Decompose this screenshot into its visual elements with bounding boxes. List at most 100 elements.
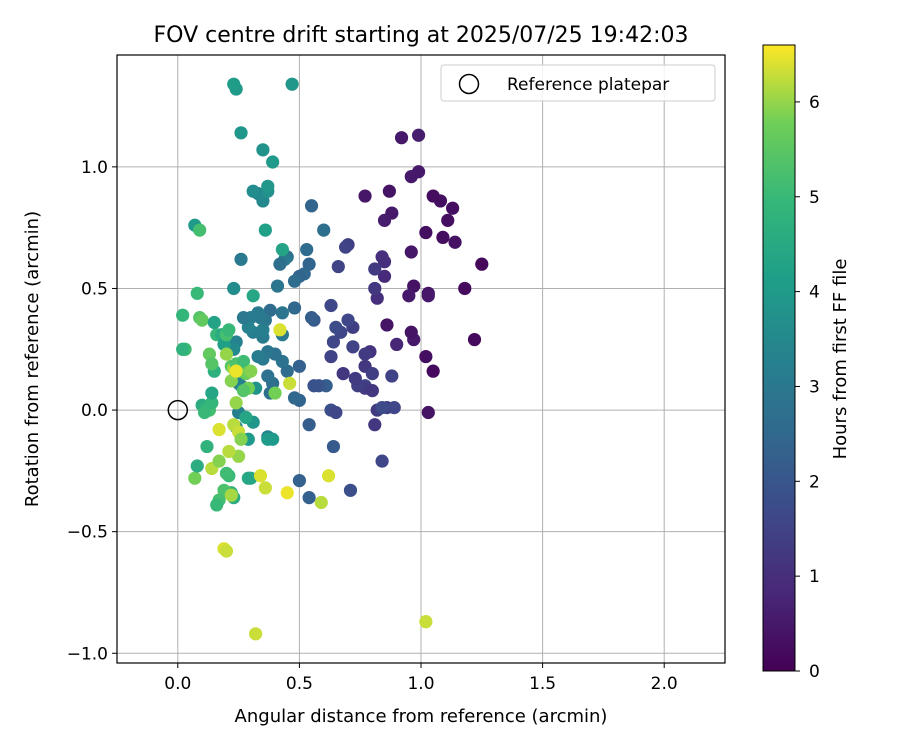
x-tick-label: 0.5 <box>286 674 313 694</box>
data-point <box>229 396 243 410</box>
data-point <box>207 315 221 330</box>
x-axis-ticks: 0.0 0.5 1.0 1.5 2.0 <box>164 663 678 694</box>
data-point <box>336 366 350 381</box>
data-point <box>195 313 209 327</box>
data-point <box>394 131 409 145</box>
data-point <box>261 369 275 383</box>
data-point <box>419 615 433 629</box>
data-point <box>246 184 260 198</box>
data-point <box>326 335 341 349</box>
data-point <box>404 170 418 184</box>
data-point <box>205 357 219 371</box>
data-point <box>375 401 389 415</box>
data-point <box>234 432 248 446</box>
data-point <box>205 396 219 410</box>
data-point <box>387 401 401 415</box>
data-point <box>227 77 241 91</box>
data-point <box>222 444 236 459</box>
x-tick-label: 2.0 <box>651 674 678 694</box>
data-point <box>234 252 248 266</box>
y-axis-label: Rotation from reference (arcmin) <box>22 211 43 507</box>
data-point <box>224 374 238 388</box>
y-tick-label: −0.5 <box>67 523 108 543</box>
data-point <box>324 298 338 313</box>
data-point <box>300 242 314 257</box>
data-point <box>263 303 277 317</box>
data-point <box>197 405 212 420</box>
data-point <box>375 454 389 468</box>
data-point <box>341 313 355 327</box>
data-point <box>227 281 241 296</box>
y-tick-label: 0.0 <box>81 401 108 421</box>
data-point <box>426 364 440 378</box>
x-tick-label: 1.5 <box>529 674 556 694</box>
data-point <box>377 213 392 227</box>
colorbar-label: Hours from first FF file <box>830 259 851 460</box>
data-point <box>193 223 207 237</box>
data-point <box>385 369 399 383</box>
data-point <box>224 488 238 502</box>
data-point <box>314 495 328 510</box>
data-point <box>236 311 251 325</box>
data-point <box>307 379 321 393</box>
data-point <box>266 155 280 169</box>
data-point <box>244 364 258 378</box>
legend-reference-marker <box>458 73 480 95</box>
data-points <box>176 77 489 641</box>
data-point <box>475 257 489 271</box>
data-point <box>222 323 236 337</box>
data-point <box>404 325 418 339</box>
data-point <box>368 262 382 276</box>
data-point <box>380 318 394 332</box>
data-point <box>266 432 280 446</box>
data-point <box>190 286 204 300</box>
data-point <box>368 418 382 432</box>
data-point <box>270 279 285 293</box>
data-point <box>176 308 190 322</box>
colorbar-tick-label: 1 <box>809 567 820 587</box>
data-point <box>467 332 482 347</box>
data-point <box>448 235 462 249</box>
data-point <box>287 391 302 405</box>
data-point <box>302 418 316 432</box>
data-point <box>287 274 302 288</box>
data-point <box>219 544 234 558</box>
data-point <box>324 349 338 364</box>
data-point <box>339 240 353 254</box>
data-point <box>329 320 343 334</box>
data-point <box>287 301 302 315</box>
data-point <box>382 184 396 198</box>
data-point <box>304 199 319 213</box>
data-point <box>441 213 455 227</box>
data-point <box>273 323 287 337</box>
colorbar-ticks: 0 1 2 3 4 5 6 <box>795 93 820 682</box>
data-point <box>407 279 421 293</box>
colorbar-tick-label: 4 <box>809 283 820 303</box>
data-point <box>375 250 389 264</box>
colorbar-tick-label: 0 <box>809 662 820 682</box>
data-point <box>343 483 358 497</box>
data-point <box>304 311 319 325</box>
data-point <box>302 257 316 271</box>
data-point <box>236 354 251 369</box>
data-point <box>229 364 243 378</box>
data-point <box>258 481 272 495</box>
data-point <box>292 474 306 488</box>
colorbar-tick-label: 2 <box>809 472 820 492</box>
colorbar: 0 1 2 3 4 5 6 Hours from first FF file <box>762 44 851 682</box>
data-point <box>249 627 263 641</box>
data-point <box>253 469 268 483</box>
data-point <box>241 320 255 334</box>
data-point <box>426 189 440 203</box>
data-point <box>326 439 341 454</box>
data-point <box>275 242 289 257</box>
data-point <box>280 486 294 500</box>
data-point <box>419 225 433 240</box>
legend: Reference platepar <box>440 64 716 102</box>
reference-marker-group <box>167 399 189 421</box>
x-axis-label: Angular distance from reference (arcmin) <box>235 706 608 727</box>
data-point <box>212 454 226 468</box>
x-tick-label: 0.0 <box>164 674 191 694</box>
